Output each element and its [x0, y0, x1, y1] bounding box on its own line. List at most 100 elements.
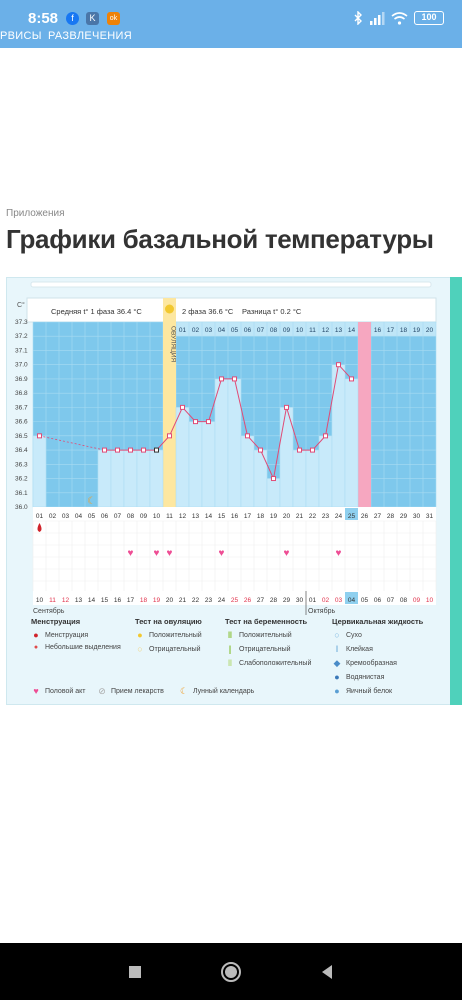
y-tick-label: 37.2 [15, 333, 28, 340]
ovulation-test-icon [165, 304, 174, 314]
legend-menstruation-title: Менструация [31, 617, 81, 626]
temp-bar [240, 435, 255, 508]
temperature-point [180, 404, 185, 410]
y-tick-label: 37.1 [15, 347, 28, 354]
status-time: 8:58 [28, 10, 59, 27]
calendar-date-label: 28 [270, 597, 278, 604]
temperature-point [193, 419, 198, 425]
nav-item-services[interactable]: РВИСЫ [0, 30, 42, 42]
phase2-day-label: 09 [283, 327, 291, 334]
calendar-date-label: 23 [205, 597, 213, 604]
temperature-point [232, 376, 237, 382]
ok-icon: ok [107, 12, 120, 25]
legend-medication: ⊘ Прием лекарств [98, 686, 164, 696]
phase2-day-label: 12 [322, 327, 330, 334]
legend-moon: ☾ Лунный календарь [179, 686, 255, 696]
ovulation-label: ОВУЛЯЦИЯ [170, 326, 177, 363]
phase2-day-label: 16 [374, 327, 382, 334]
temperature-point [102, 447, 107, 453]
y-tick-label: 36.2 [15, 476, 28, 483]
day-row [33, 507, 436, 521]
cycle-day-label: 11 [166, 513, 173, 520]
calendar-date-label: 29 [283, 597, 291, 604]
calendar-date-label: 27 [257, 597, 265, 604]
cycle-day-label: 09 [140, 513, 148, 520]
home-button[interactable] [220, 961, 242, 983]
legend-pregnancy-positive: ‖ Положительный [225, 630, 292, 640]
temp-bar [201, 421, 216, 508]
single-bar-icon: | [228, 644, 232, 654]
phase2-day-label: 19 [413, 327, 421, 334]
cycle-day-label: 13 [192, 513, 200, 520]
phase2-day-label: 03 [205, 327, 213, 334]
recents-button[interactable] [124, 961, 146, 983]
temperature-point [115, 447, 120, 453]
moon-marker: ☾ [87, 496, 96, 507]
legend-intercourse: ♥ Половой акт [31, 686, 85, 696]
cycle-day-label: 02 [49, 513, 57, 520]
heart-icon: ♥ [33, 686, 39, 696]
chart-header [26, 297, 437, 323]
small-drop-icon: ● [33, 644, 39, 651]
temperature-point [167, 433, 172, 439]
intercourse-marker: ♥ [284, 548, 290, 559]
pill-icon: ⊘ [98, 686, 106, 696]
phase2-day-label: 05 [231, 327, 239, 334]
phase2-day-label: 01 [179, 327, 187, 334]
y-tick-label: 36.8 [15, 390, 28, 397]
nav-item-entertainment[interactable]: РАЗВЛЕЧЕНИЯ [48, 30, 132, 42]
temperature-point [310, 447, 315, 453]
calendar-date-label: 14 [88, 597, 96, 604]
facebook-icon: f [66, 12, 79, 25]
temperature-point [323, 433, 328, 439]
calendar-date-label: 10 [36, 597, 44, 604]
calendar-date-label: 07 [387, 597, 395, 604]
y-tick-label: 36.6 [15, 419, 28, 426]
temp-bar [110, 449, 125, 508]
y-tick-label: 36.3 [15, 461, 28, 468]
temp-bar [136, 449, 151, 508]
cycle-day-label: 18 [257, 513, 265, 520]
temp-bar [292, 449, 307, 508]
temperature-point [336, 362, 341, 368]
y-tick-label: 37.0 [15, 362, 28, 369]
calendar-date-label: 03 [335, 597, 343, 604]
phase2-day-label: 04 [218, 327, 226, 334]
temp-bar [123, 449, 138, 508]
calendar-date-label: 20 [166, 597, 174, 604]
y-tick-label: 36.7 [15, 404, 28, 411]
calendar-date-label: 06 [374, 597, 382, 604]
bbt-chart: C° Средняя t° 1 фаза 36.4 °C 2 фаза 36.6 °… [6, 277, 462, 705]
y-tick-label: 36.4 [15, 447, 28, 454]
cycle-day-label: 15 [218, 513, 226, 520]
cycle-day-label: 12 [179, 513, 187, 520]
cycle-day-label: 07 [114, 513, 122, 520]
temp-bar [344, 378, 359, 508]
phase2-day-label: 14 [348, 327, 356, 334]
calendar-date-label: 21 [179, 597, 187, 604]
temperature-point [206, 419, 211, 425]
calendar-date-label: 24 [218, 597, 226, 604]
cycle-day-label: 01 [36, 513, 44, 520]
chart-scrollbar [30, 281, 432, 288]
temp-bar [175, 407, 190, 508]
y-tick-label: 36.1 [15, 490, 28, 497]
page-title: Графики базальной температуры [6, 224, 434, 254]
cycle-day-label: 10 [153, 513, 161, 520]
calendar-date-label: 05 [361, 597, 369, 604]
legend-cervical-creamy: ◆ Кремообразная [333, 658, 397, 668]
calendar-date-label: 25 [231, 597, 239, 604]
temperature-point [154, 447, 159, 453]
phase1-avg-label: Средняя t° 1 фаза 36.4 °C [51, 307, 142, 316]
legend-cervical-title: Цервикальная жидкость [332, 617, 424, 626]
markers-area [33, 521, 436, 591]
menstruation-marker [37, 523, 42, 532]
temperature-point [141, 447, 146, 453]
back-button[interactable] [316, 961, 338, 983]
intercourse-marker: ♥ [154, 548, 160, 559]
calendar-date-label: 18 [140, 597, 148, 604]
calendar-date-label: 12 [62, 597, 70, 604]
legend-pregnancy-test-title: Тест на беременность [225, 617, 308, 626]
breadcrumb[interactable]: Приложения [6, 208, 65, 219]
calendar-date-label: 15 [101, 597, 109, 604]
